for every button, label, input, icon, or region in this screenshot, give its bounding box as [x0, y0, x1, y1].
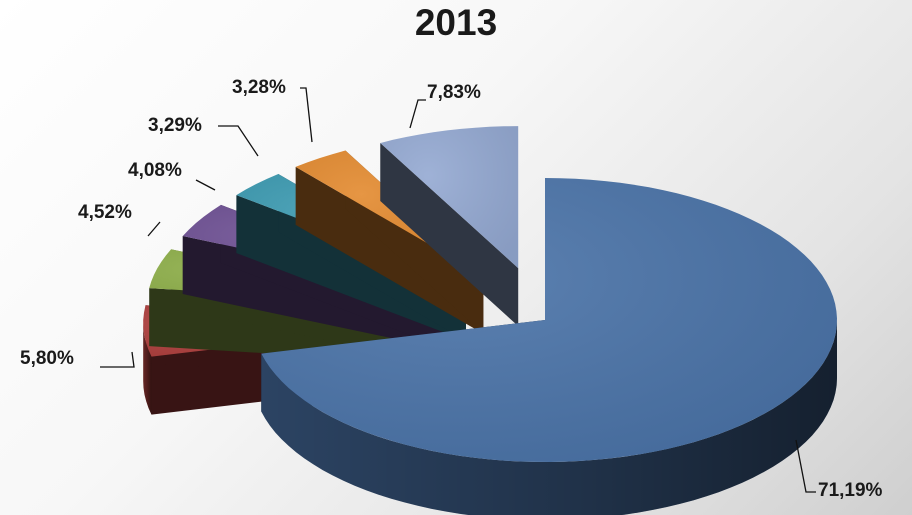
slice-label-5: 3,28%	[232, 77, 286, 98]
leader-line-2	[147, 221, 161, 237]
pie-slice-side-shade	[143, 323, 152, 415]
pie-slice-top-shade	[261, 178, 837, 462]
pie-slice-wall	[380, 142, 519, 327]
pie-slice-top-shade	[380, 126, 519, 269]
leader-line-3	[195, 179, 216, 191]
slice-label-6: 7,83%	[427, 82, 481, 103]
leader-line-5	[300, 87, 313, 143]
leader-line-4	[218, 125, 259, 157]
slice-label-4: 3,29%	[148, 115, 202, 136]
pie-slice-6	[380, 126, 519, 327]
pie-slice-side-shade	[261, 320, 837, 515]
chart-title: 2013	[414, 2, 498, 43]
leader-line-0	[795, 439, 816, 493]
leader-line-6	[409, 99, 426, 129]
pie-slice-wall	[295, 166, 484, 334]
slice-label-0: 71,19%	[818, 480, 883, 501]
slice-label-2: 4,52%	[78, 202, 132, 223]
pie-slice-0	[261, 178, 837, 515]
leader-line-1	[100, 351, 135, 368]
slice-label-3: 4,08%	[128, 160, 182, 181]
slice-label-1: 5,80%	[20, 348, 74, 369]
